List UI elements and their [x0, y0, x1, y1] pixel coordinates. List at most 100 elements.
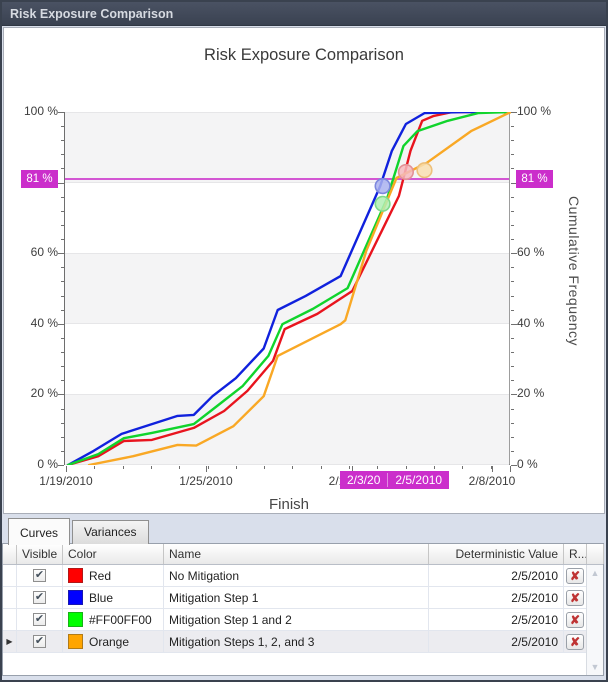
curve-orange[interactable] — [87, 112, 511, 465]
color-swatch[interactable] — [68, 634, 83, 649]
y-tick-mark — [58, 465, 64, 466]
deterministic-marker[interactable] — [397, 163, 415, 181]
x-highlight-labels: 2/3/20 2/5/2010 — [340, 471, 450, 489]
curve-ff00ff00[interactable] — [66, 112, 511, 465]
deterministic-value: 2/5/2010 — [511, 612, 558, 627]
visible-cell: ✔ — [17, 587, 63, 608]
deterministic-value-cell: 2/5/2010 — [429, 587, 564, 608]
color-cell: Red — [63, 565, 164, 586]
reference-line-81pct[interactable] — [65, 178, 509, 181]
column-header-color[interactable]: Color — [63, 544, 164, 564]
remove-cell: ✘ — [564, 631, 587, 652]
table-body: ✔ Red No Mitigation 2/5/2010 ✘ ✔ Blue Mitigatio… — [3, 565, 603, 653]
y-tick-mark — [511, 408, 514, 410]
deterministic-value-cell: 2/5/2010 — [429, 565, 564, 586]
column-header-name[interactable]: Name — [164, 544, 429, 564]
visible-cell: ✔ — [17, 565, 63, 586]
table-row[interactable]: ✔ #FF00FF00 Mitigation Step 1 and 2 2/5/201… — [3, 609, 603, 631]
y-tick-mark — [511, 210, 514, 212]
remove-button[interactable]: ✘ — [566, 589, 584, 606]
x-tick-mark — [492, 466, 493, 472]
plot-area[interactable] — [64, 112, 511, 465]
y-tick-mark — [511, 267, 514, 269]
y-axis-right-title: Cumulative Frequency — [566, 196, 582, 347]
x-tick-mark — [433, 466, 435, 469]
table-row[interactable]: ✔ Blue Mitigation Step 1 2/5/2010 ✘ — [3, 587, 603, 609]
deterministic-marker[interactable] — [374, 195, 391, 212]
visible-cell: ✔ — [17, 609, 63, 630]
deterministic-marker[interactable] — [416, 162, 433, 179]
row-selector-cell[interactable] — [3, 609, 17, 630]
column-header-blank[interactable] — [587, 544, 604, 564]
y-tick-mark — [61, 168, 64, 170]
table-header-row: Visible Color Name Deterministic Value R... — [3, 544, 604, 565]
color-swatch[interactable] — [68, 568, 83, 583]
x-tick-mark — [66, 466, 67, 472]
y-axis-tick-label: 0 % — [517, 457, 538, 471]
x-tick-mark — [490, 466, 492, 469]
x-tick-mark — [206, 466, 207, 472]
column-header-deterministicvalue[interactable]: Deterministic Value — [429, 544, 564, 564]
curve-name: Mitigation Step 1 and 2 — [169, 612, 292, 627]
deterministic-value: 2/5/2010 — [511, 590, 558, 605]
remove-button[interactable]: ✘ — [566, 611, 584, 628]
column-header-visible[interactable]: Visible — [17, 544, 63, 564]
refline-left-label: 81 % — [21, 170, 58, 188]
x-tick-mark — [264, 466, 266, 469]
color-cell: Orange — [63, 631, 164, 652]
y-tick-mark — [511, 281, 514, 283]
y-tick-mark — [61, 309, 64, 311]
row-selector-cell[interactable] — [3, 565, 17, 586]
visible-checkbox[interactable]: ✔ — [33, 591, 46, 604]
x-tick-mark — [179, 466, 181, 469]
visible-checkbox[interactable]: ✔ — [33, 569, 46, 582]
y-tick-mark — [511, 309, 514, 311]
y-tick-mark — [61, 239, 64, 241]
scroll-down-arrow-icon[interactable]: ▼ — [590, 662, 600, 672]
y-tick-mark — [61, 422, 64, 424]
y-axis-tick-label: 20 % — [517, 386, 545, 401]
scroll-up-arrow-icon[interactable]: ▲ — [590, 568, 600, 578]
y-axis-tick-label: 20 % — [30, 386, 58, 401]
deterministic-value-cell: 2/5/2010 — [429, 631, 564, 652]
curve-red[interactable] — [66, 112, 511, 465]
deterministic-marker[interactable] — [374, 177, 391, 195]
delete-x-icon: ✘ — [569, 634, 581, 649]
row-selector-cell[interactable] — [3, 587, 17, 608]
y-tick-mark — [511, 394, 517, 396]
x-tick-mark — [349, 466, 350, 469]
refline-right-label: 81 % — [516, 170, 553, 188]
row-selector-cell[interactable]: ▶ — [3, 631, 17, 652]
y-tick-mark — [511, 436, 514, 438]
remove-button[interactable]: ✘ — [566, 567, 584, 584]
vertical-scrollbar[interactable]: ▲ ▼ — [586, 565, 603, 675]
name-cell: No Mitigation — [164, 565, 429, 586]
y-tick-mark — [61, 224, 64, 226]
tab-variances[interactable]: Variances — [72, 520, 149, 544]
plot-band — [65, 323, 509, 395]
table-row[interactable]: ✔ Red No Mitigation 2/5/2010 ✘ — [3, 565, 603, 587]
visible-checkbox[interactable]: ✔ — [33, 613, 46, 626]
tab-curves[interactable]: Curves — [8, 518, 71, 545]
y-axis-tick-label: 0 % — [37, 457, 58, 471]
x-tick-mark — [292, 466, 294, 469]
x-axis-tick-label: 1/19/2010 — [39, 474, 93, 488]
color-swatch[interactable] — [68, 590, 83, 605]
column-header-r[interactable]: R... — [564, 544, 587, 564]
y-tick-mark — [511, 380, 514, 382]
y-tick-mark — [61, 196, 64, 198]
remove-button[interactable]: ✘ — [566, 633, 584, 650]
plot-band — [65, 253, 509, 324]
y-tick-mark — [58, 112, 64, 113]
x-axis-tick-label: 2/8/2010 — [468, 474, 516, 488]
y-tick-mark — [61, 281, 64, 283]
curve-blue[interactable] — [66, 112, 511, 465]
window-titlebar[interactable]: Risk Exposure Comparison — [2, 2, 606, 26]
column-header-blank[interactable] — [3, 544, 17, 564]
table-row[interactable]: ▶ ✔ Orange Mitigation Steps 1, 2, and 3 2/5/… — [3, 631, 603, 653]
visible-checkbox[interactable]: ✔ — [33, 635, 46, 648]
y-tick-mark — [61, 366, 64, 368]
deterministic-value: 2/5/2010 — [511, 568, 558, 583]
color-swatch[interactable] — [68, 612, 83, 627]
delete-x-icon: ✘ — [569, 612, 581, 627]
